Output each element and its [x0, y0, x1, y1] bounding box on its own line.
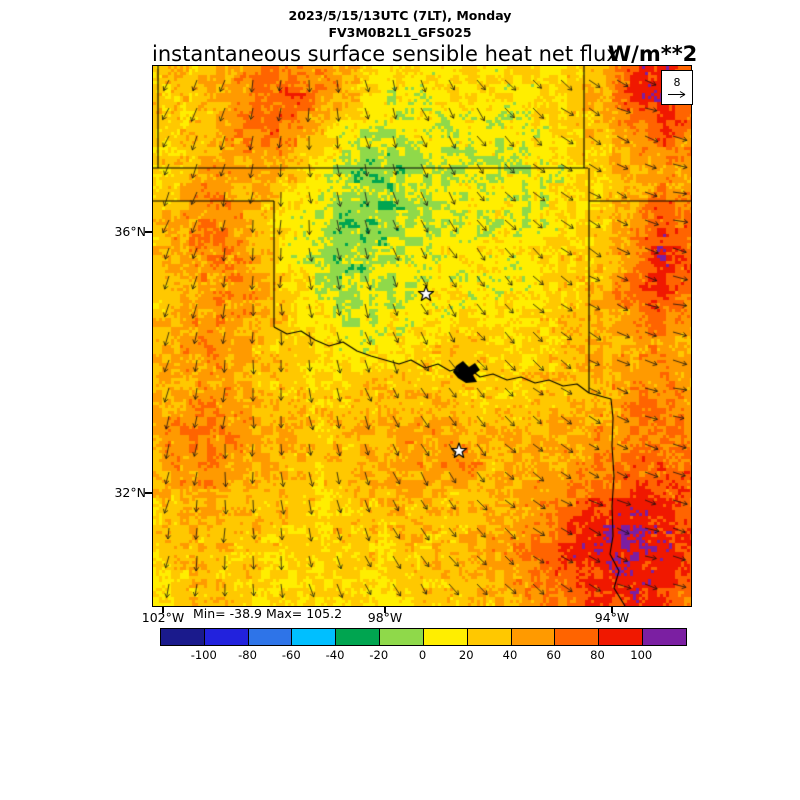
wind-reference-arrow-icon — [668, 90, 686, 98]
lon-label-102w: 102°W — [141, 610, 185, 625]
colorbar-segment — [336, 629, 381, 645]
lon-tick-98w — [384, 607, 386, 613]
lon-label-94w: 94°W — [594, 610, 630, 625]
lat-label-36n: 36°N — [114, 224, 146, 239]
colorbar-segment — [599, 629, 644, 645]
plot-units: W/m**2 — [608, 42, 698, 66]
min-max-stats: Min= -38.9 Max= 105.2 — [193, 606, 343, 621]
colorbar-tick-label: -100 — [190, 648, 217, 662]
colorbar-tick-label: -20 — [369, 648, 389, 662]
colorbar — [160, 628, 687, 646]
colorbar-tick-label: 80 — [590, 648, 605, 662]
colorbar-segment — [467, 629, 512, 645]
lon-tick-94w — [611, 607, 613, 613]
colorbar-tick-label: 20 — [458, 648, 474, 662]
colorbar-segment — [555, 629, 600, 645]
colorbar-tick-labels: -100 -80 -60 -40 -20 0 20 40 60 80 100 — [160, 648, 685, 664]
heatmap-canvas — [152, 65, 692, 607]
colorbar-segment — [204, 629, 249, 645]
colorbar-tick-label: -80 — [238, 648, 257, 662]
colorbar-tick-label: 0 — [418, 648, 427, 662]
colorbar-segment — [511, 629, 556, 645]
colorbar-segment — [643, 629, 686, 645]
model-title: FV3M0B2L1_GFS025 — [328, 25, 472, 40]
wind-reference-legend: 8 — [661, 70, 693, 105]
datetime-title: 2023/5/15/13UTC (7LT), Monday — [288, 8, 512, 23]
wind-reference-value: 8 — [673, 75, 681, 89]
colorbar-tick-label: 40 — [502, 648, 518, 662]
colorbar-tick-label: 100 — [630, 648, 653, 662]
colorbar-tick-label: -60 — [281, 648, 301, 662]
colorbar-segment — [161, 629, 205, 645]
colorbar-segment — [248, 629, 293, 645]
lon-label-98w: 98°W — [367, 610, 403, 625]
colorbar-segment — [423, 629, 468, 645]
plot-title: instantaneous surface sensible heat net … — [152, 42, 619, 66]
colorbar-segment — [380, 629, 424, 645]
lat-label-32n: 32°N — [114, 485, 146, 500]
lat-tick-32n — [145, 492, 152, 494]
colorbar-tick-label: 60 — [546, 648, 562, 662]
colorbar-tick-label: -40 — [325, 648, 345, 662]
colorbar-segment — [292, 629, 337, 645]
lat-tick-36n — [145, 231, 152, 233]
lon-tick-102w — [162, 607, 164, 613]
